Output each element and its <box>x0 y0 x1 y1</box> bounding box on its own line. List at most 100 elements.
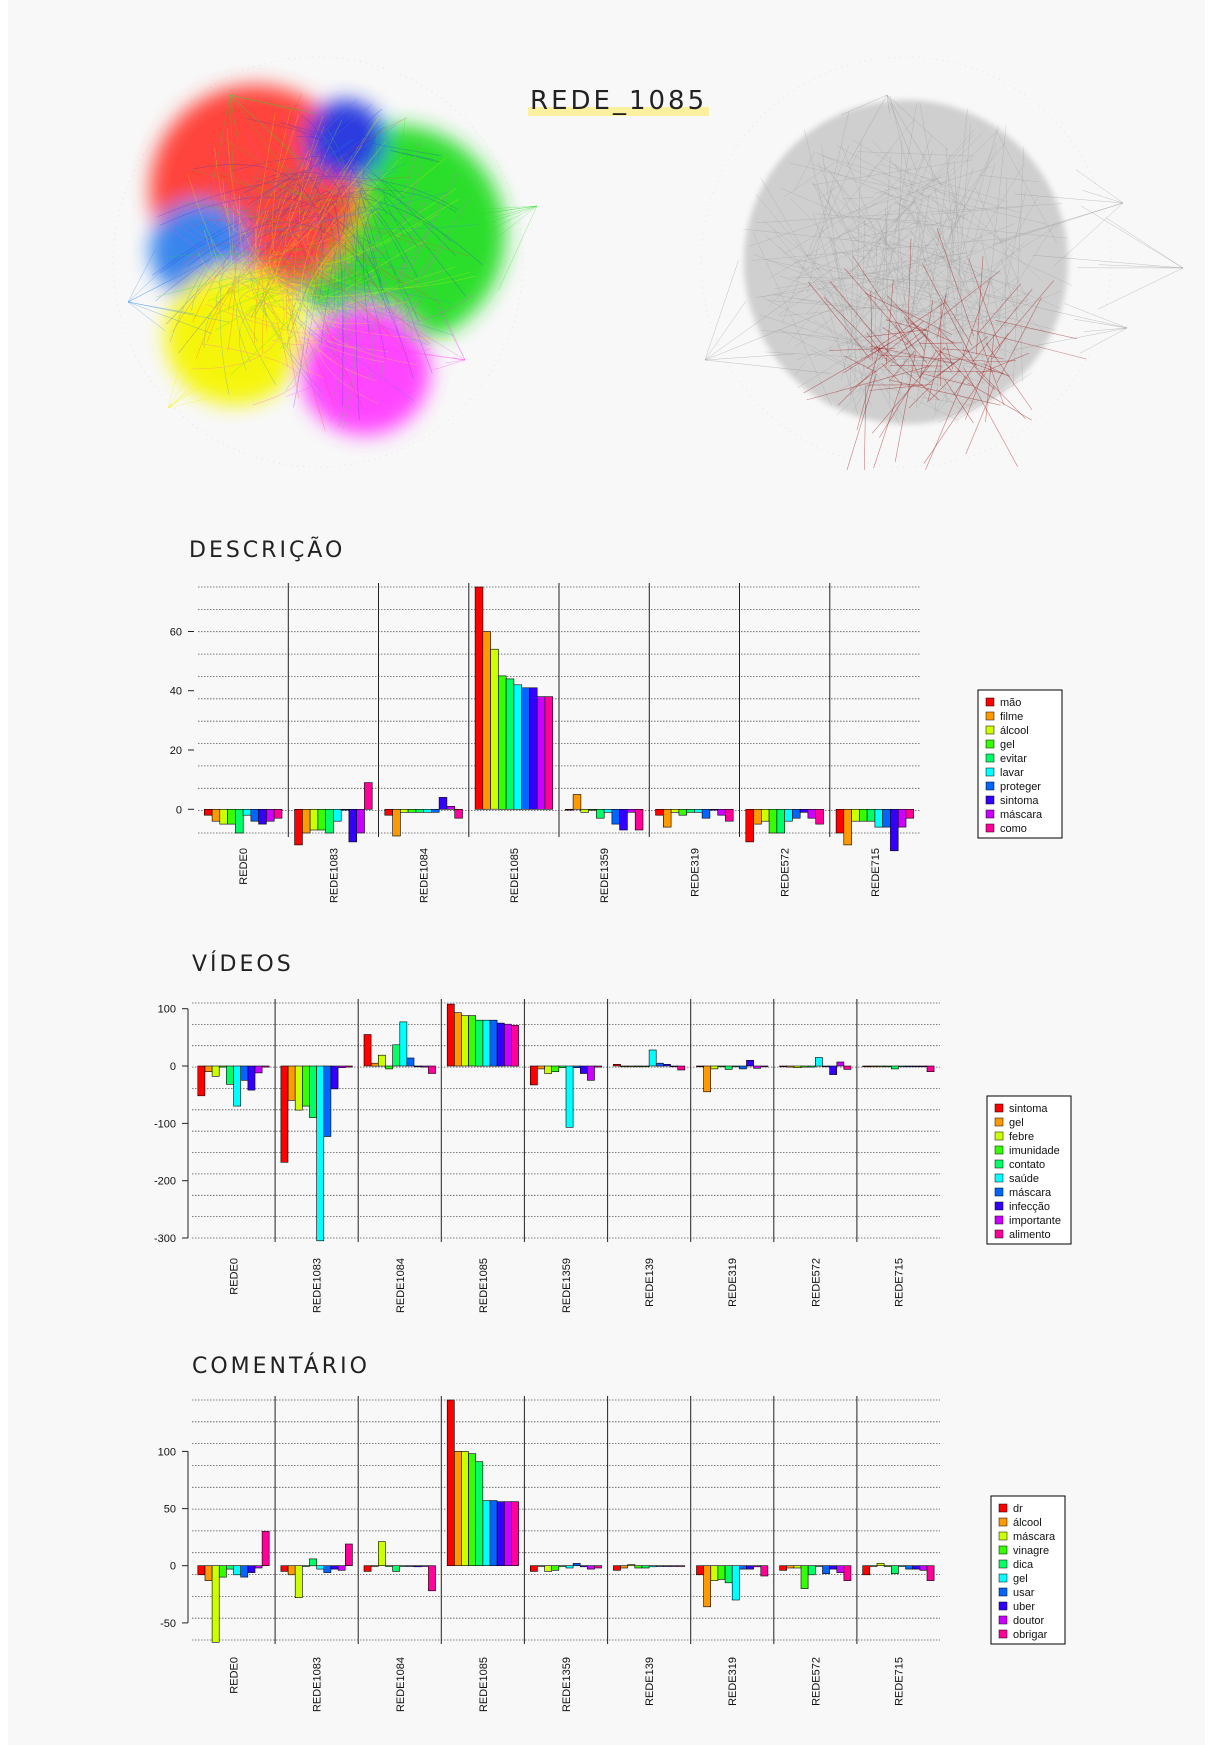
network-edge-highlight <box>879 354 986 362</box>
network-edge <box>285 308 394 397</box>
network-edge <box>895 135 932 223</box>
network-edge <box>308 242 419 314</box>
network-edge-highlight <box>920 373 971 386</box>
bar <box>337 1565 346 1571</box>
network-edge <box>848 229 1003 275</box>
network-edge <box>306 168 405 199</box>
network-edge <box>820 313 873 408</box>
network-edge <box>473 205 538 257</box>
network-edge <box>307 264 362 341</box>
network-edge <box>244 117 313 138</box>
network-edge <box>215 277 452 308</box>
network-edge <box>806 128 1001 314</box>
network-edge <box>254 112 276 275</box>
category-label: REDE1083 <box>312 1258 324 1313</box>
network-edge <box>256 231 329 329</box>
bar <box>551 1065 560 1072</box>
network-edge <box>245 206 331 306</box>
network-edge <box>292 218 346 299</box>
y-tick-label: -300 <box>154 1233 176 1245</box>
y-tick-label: -100 <box>154 1118 176 1130</box>
network-edge <box>127 301 230 323</box>
network-edge <box>353 162 433 374</box>
category-label: REDE0 <box>229 1258 241 1295</box>
network-edge <box>335 186 388 313</box>
network-edge <box>167 349 250 409</box>
network-edge-highlight <box>852 255 915 349</box>
network-edge <box>853 154 926 335</box>
network-edge <box>274 274 368 306</box>
network-edge <box>793 151 816 192</box>
legend-label: gel <box>1000 739 1015 751</box>
network-edge <box>299 231 348 321</box>
network-edge <box>289 150 447 245</box>
network-edge <box>214 114 299 234</box>
network-edge <box>160 196 391 314</box>
legend-swatch <box>985 809 995 819</box>
network-edge <box>167 354 252 409</box>
network-edge <box>904 227 982 289</box>
bar <box>344 1543 353 1567</box>
network-edge <box>783 162 835 198</box>
network-edge <box>794 219 921 280</box>
legend-label: álcool <box>1013 1517 1042 1529</box>
network-edge <box>254 196 345 344</box>
bar <box>428 1065 436 1074</box>
network-edge <box>351 342 466 361</box>
network-edge <box>797 333 868 360</box>
network-edge <box>310 123 478 229</box>
network-edge-highlight <box>875 346 940 401</box>
network-edge <box>251 215 268 332</box>
chart-legend: sintoma gel febre imunidade contato saúde másc… <box>986 1095 1072 1245</box>
network-edge <box>795 209 973 347</box>
network-edge <box>207 209 380 233</box>
legend-label: usar <box>1013 1587 1035 1599</box>
bar <box>454 808 463 819</box>
network-edge <box>839 246 963 312</box>
network-edge-highlight <box>971 289 1033 363</box>
network-edge <box>871 139 930 203</box>
bar <box>468 1453 477 1566</box>
bar <box>475 1461 484 1566</box>
network-edge <box>167 330 218 409</box>
network-edge <box>127 259 211 303</box>
network-edge-highlight <box>843 342 890 374</box>
network-edge <box>961 125 999 255</box>
network-communities <box>150 85 505 435</box>
network-edge <box>760 177 906 422</box>
network-edge <box>1001 258 1019 322</box>
bar <box>596 808 605 819</box>
network-edge <box>271 225 372 246</box>
network-edge <box>269 179 369 281</box>
bar <box>677 1565 686 1567</box>
network-edge <box>704 266 836 361</box>
network-edges <box>743 96 1087 470</box>
network-edge <box>704 359 831 374</box>
network-edge <box>199 158 256 250</box>
network-edge <box>919 176 954 189</box>
legend-label: filme <box>1000 711 1023 723</box>
network-edge <box>766 259 810 270</box>
network-edge <box>779 187 1061 309</box>
network-edge <box>273 150 379 255</box>
legend-label: obrigar <box>1013 1629 1048 1641</box>
legend-label: doutor <box>1013 1615 1045 1627</box>
network-edge <box>237 228 312 342</box>
legend-swatch <box>994 1145 1004 1155</box>
network-edge <box>859 221 889 393</box>
bar <box>710 1065 719 1070</box>
network-edge <box>779 329 1014 376</box>
network-edge <box>238 299 454 371</box>
network-edge <box>255 206 408 309</box>
legend-swatch <box>994 1117 1004 1127</box>
network-edge <box>343 158 361 355</box>
network-edge-highlight <box>943 299 973 346</box>
network-edge <box>886 94 917 172</box>
network-edge-highlight <box>803 328 916 394</box>
network-edge <box>276 266 456 368</box>
y-tick-label: 60 <box>170 627 182 639</box>
network-edge <box>289 109 407 197</box>
network-edge <box>812 159 973 186</box>
network-edge <box>279 157 347 350</box>
network-edge <box>239 170 397 215</box>
